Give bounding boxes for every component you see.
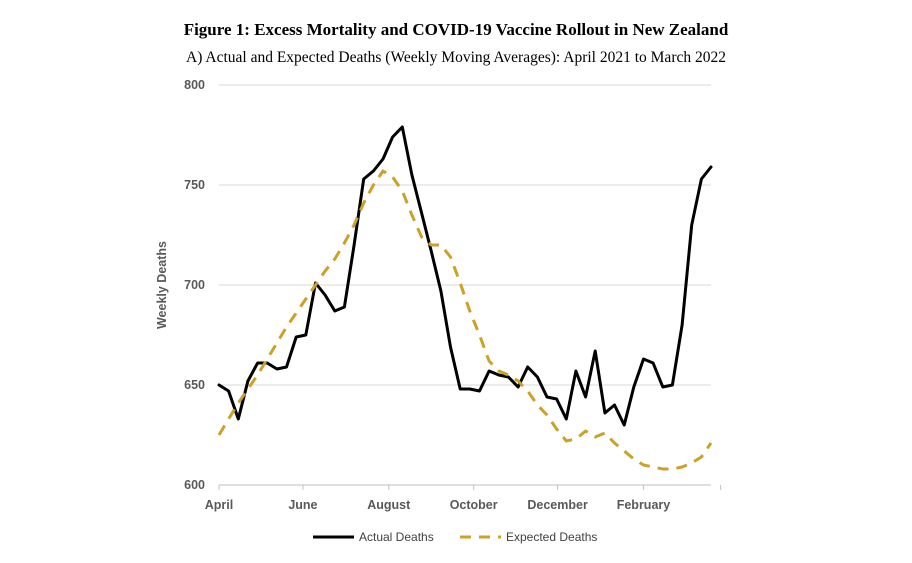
figure-title: Figure 1: Excess Mortality and COVID-19 … (183, 20, 729, 39)
x-tick-label: February (617, 498, 671, 512)
legend-actual-label: Actual Deaths (359, 530, 434, 544)
x-tick-label: April (205, 498, 233, 512)
x-tick-label: August (367, 498, 411, 512)
actual-deaths-line (217, 125, 713, 427)
x-tick-label: December (527, 498, 588, 512)
y-axis-title: Weekly Deaths (155, 241, 169, 329)
y-tick-label: 650 (184, 378, 205, 392)
legend-expected: Expected Deaths (460, 530, 597, 544)
y-tick-label: 700 (184, 278, 205, 292)
x-tick-label: October (450, 498, 498, 512)
legend-actual: Actual Deaths (313, 530, 434, 544)
y-tick-label: 750 (184, 178, 205, 192)
series-group (217, 125, 713, 471)
expected-deaths-line (217, 169, 713, 471)
x-axis-ticks: April June August October December February (205, 485, 722, 512)
y-tick-label: 800 (184, 78, 205, 92)
legend: Actual Deaths Expected Deaths (313, 530, 597, 544)
figure-subtitle: A) Actual and Expected Deaths (Weekly Mo… (186, 49, 726, 66)
y-tick-label: 600 (184, 478, 205, 492)
legend-expected-label: Expected Deaths (506, 530, 597, 544)
y-axis-ticks: 600 650 700 750 800 (184, 78, 205, 492)
x-tick-label: June (288, 498, 317, 512)
gridlines (219, 84, 711, 386)
